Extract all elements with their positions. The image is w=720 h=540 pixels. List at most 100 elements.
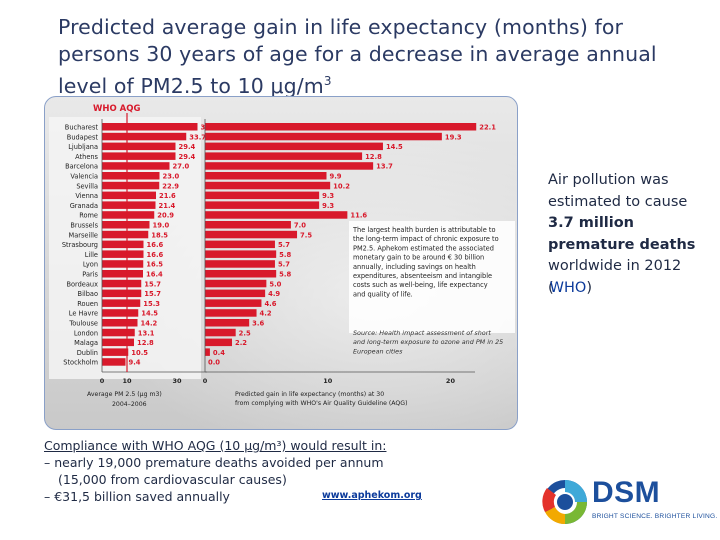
aphekom-link[interactable]: www.aphekom.org [322,490,422,501]
city-label: Bilbao [78,290,98,298]
compliance-block: Compliance with WHO AQG (10 μg/m³) would… [44,437,444,505]
city-label: Rouen [77,300,98,308]
gain-bar [205,211,348,219]
pm25-value-label: 13.1 [138,329,155,337]
pm25-bar [102,201,156,209]
side-note-source-open: ( [548,279,554,296]
dsm-logo-tagline: BRIGHT SCIENCE. BRIGHTER LIVING. [592,513,718,520]
city-label: Rome [79,212,98,220]
city-label: Lyon [83,261,98,269]
pm25-value-label: 15.3 [143,300,160,308]
gain-bar [205,319,250,327]
city-label: Stockholm [63,359,98,367]
gain-bar [205,172,327,180]
pm25-value-label: 20.9 [157,212,174,220]
pm25-bar [102,270,143,278]
gain-bar [205,142,383,151]
city-label: Vienna [75,192,98,200]
gain-value-label: 9.3 [322,192,334,200]
pm25-bar [102,348,129,356]
city-label: Malaga [74,339,98,347]
side-note-line2: worldwide in 2012 [548,258,682,274]
gain-value-label: 22.1 [479,124,496,132]
compliance-item2: – €31,5 billion saved annually [44,489,230,504]
pm25-bar [102,142,176,151]
pm25-value-label: 27.0 [173,163,190,171]
pm25-bar [102,319,138,327]
pm25-value-label: 15.7 [144,290,161,298]
chart-svg: WHO AQGBucharest38.222.1Budapest33.719.3… [49,104,515,408]
pm25-bar [102,191,156,200]
gain-value-label: 4.9 [268,290,280,298]
pm25-value-label: 16.6 [147,251,164,259]
pm25-value-label: 33.7 [189,133,206,141]
side-note-bold: 3.7 million premature deaths [548,215,696,253]
pm25-value-label: 29.4 [179,143,196,151]
gain-bar [205,132,442,141]
gain-value-label: 4.2 [260,310,272,318]
slide-title: Predicted average gain in life expectanc… [58,14,698,100]
right-x-tick-label: 20 [446,377,456,385]
side-note-source-close: ) [586,279,592,296]
gain-value-label: 7.5 [300,231,312,239]
city-label: Athens [75,153,98,161]
gain-value-label: 9.3 [322,202,334,210]
city-label: Budapest [67,133,99,141]
left-x-tick-label: 30 [172,377,182,385]
left-x-tick-label: 0 [100,377,105,385]
gain-bar [205,123,477,131]
slide-title-superscript: 3 [323,74,332,88]
pm25-bar [102,279,142,288]
gain-value-label: 3.6 [252,320,264,328]
pm25-bar [102,299,141,307]
gain-value-label: 14.5 [386,143,403,151]
pm25-value-label: 16.6 [147,241,164,249]
gain-bar [205,230,298,239]
left-x-axis-label: Average PM 2.5 (μg m3) [87,391,162,398]
gain-bar [205,328,236,337]
source-note-line: Source: Health impact assessment of shor… [353,329,491,337]
pm25-value-label: 9.4 [129,359,141,367]
side-note-source: WHO [549,279,587,296]
annotation-line: PM2.5. Aphekom estimated the associated [353,244,494,252]
pm25-bar [102,152,176,160]
city-label: Marseille [69,231,99,239]
pm25-value-label: 15.7 [144,280,161,288]
pm25-value-label: 19.0 [153,222,170,230]
pm25-bar [102,250,144,258]
gain-value-label: 2.5 [239,329,251,337]
city-label: Le Havre [69,310,98,318]
gain-value-label: 5.8 [279,271,291,279]
side-note-line1: Air pollution was estimated to cause [548,172,688,210]
city-label: London [74,329,98,337]
right-x-tick-label: 10 [323,377,333,385]
pm25-bar [102,162,170,170]
annotation-line: expenditures, absenteeism and intangible [353,272,492,280]
pm25-value-label: 14.2 [141,320,158,328]
pm25-bar [102,358,126,366]
pm25-bar [102,309,139,317]
city-label: Bucharest [65,124,99,132]
gain-value-label: 5.0 [269,280,281,288]
gain-bar [205,270,277,278]
city-label: Valencia [70,173,98,181]
right-x-tick-label: 0 [203,377,208,385]
gain-bar [205,191,320,200]
gain-value-label: 7.0 [294,222,306,230]
gain-value-label: 4.6 [264,300,276,308]
dsm-logo-word: DSM [592,476,661,509]
city-label: Granada [70,202,98,210]
pm25-bar [102,132,187,141]
pm25-bar [102,338,134,347]
gain-bar [205,240,275,249]
gain-value-label: 12.8 [365,153,382,161]
compliance-item1: – nearly 19,000 premature deaths avoided… [44,455,384,470]
pm25-value-label: 18.5 [151,231,168,239]
pm25-value-label: 22.9 [162,182,179,190]
gain-bar [205,299,262,307]
side-note: Air pollution was estimated to cause 3.7… [548,170,712,299]
city-label: Bordeaux [66,280,98,288]
gain-bar [205,289,266,298]
gain-bar [205,221,291,229]
left-x-tick-label: 10 [122,377,132,385]
